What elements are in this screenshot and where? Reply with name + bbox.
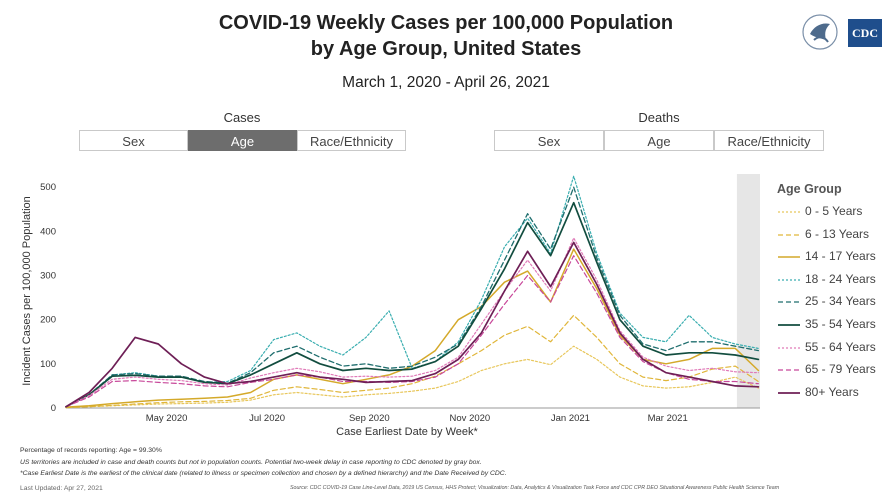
legend-label: 35 - 54 Years xyxy=(805,317,876,331)
legend-swatch-icon xyxy=(778,391,800,394)
date-range: March 1, 2020 - April 26, 2021 xyxy=(342,74,550,91)
legend-swatch-icon xyxy=(778,301,800,304)
y-tick-label: 0 xyxy=(51,403,56,414)
y-tick-label: 500 xyxy=(40,182,56,193)
legend-swatch-icon xyxy=(778,256,800,258)
legend: Age Group 0 - 5 Years 6 - 13 Years 14 - 17… xyxy=(777,182,889,412)
series-line-4 xyxy=(65,175,760,408)
deaths-sex-button[interactable]: Sex xyxy=(494,130,604,151)
cases-group-label: Cases xyxy=(223,110,261,125)
deaths-age-button[interactable]: Age xyxy=(604,130,714,151)
y-axis-title: Incident Cases per 100,000 Population xyxy=(21,196,33,386)
series-line-5 xyxy=(65,186,760,408)
cases-age-button[interactable]: Age xyxy=(188,130,297,151)
x-axis-title: Case Earliest Date by Week* xyxy=(336,426,478,438)
page-title-line2: by Age Group, United States xyxy=(310,38,582,60)
last-updated: Last Updated: Apr 27, 2021 xyxy=(20,485,103,492)
cases-by-age-chart: 0 100 200 300 400 500 May 2020 Jul 2020 Sep 2020… xyxy=(21,174,760,438)
y-tick-label: 300 xyxy=(40,271,56,282)
footnote-reporting: Percentage of records reporting: Age = 9… xyxy=(20,447,162,454)
y-tick-label: 100 xyxy=(40,359,56,370)
deaths-race-ethnicity-button[interactable]: Race/Ethnicity xyxy=(714,130,824,151)
legend-label: 65 - 79 Years xyxy=(805,362,876,377)
legend-swatch-icon xyxy=(778,279,800,281)
series-line-9 xyxy=(65,241,760,408)
legend-label: 0 - 5 Years xyxy=(805,204,863,218)
footnote-earliest-date: *Case Earliest Date is the earliest of t… xyxy=(20,470,507,477)
legend-swatch-icon xyxy=(778,346,800,349)
page-title: COVID-19 Weekly Cases per 100,000 Popula… xyxy=(218,12,674,34)
legend-swatch-icon xyxy=(778,324,800,326)
cdc-logo: CDC xyxy=(848,19,882,47)
y-tick-label: 400 xyxy=(40,226,56,237)
hhs-eagle-icon xyxy=(802,14,838,50)
x-tick-label: Nov 2020 xyxy=(450,413,491,424)
series-line-7 xyxy=(65,237,760,408)
series-line-8 xyxy=(65,255,760,408)
y-tick-label: 200 xyxy=(40,315,56,326)
x-tick-label: Jul 2020 xyxy=(249,413,285,424)
legend-label: 55 - 64 Years xyxy=(805,339,876,354)
deaths-group-label: Deaths xyxy=(638,110,680,125)
series-line-6 xyxy=(65,201,760,408)
x-tick-label: Jan 2021 xyxy=(551,413,590,424)
x-tick-label: Mar 2021 xyxy=(648,413,688,424)
legend-label: 6 - 13 Years xyxy=(805,226,870,241)
hhs-logo xyxy=(800,12,840,52)
series-line-2 xyxy=(65,314,760,409)
legend-swatch-icon xyxy=(778,233,800,236)
legend-label: 14 - 17 Years xyxy=(805,249,876,264)
legend-label: 25 - 34 Years xyxy=(805,294,876,309)
x-tick-label: May 2020 xyxy=(146,413,188,424)
legend-label: 80+ Years xyxy=(805,384,859,399)
footnote-territories: US territories are included in case and … xyxy=(20,459,482,466)
x-tick-label: Sep 2020 xyxy=(349,413,390,424)
series-line-1 xyxy=(65,345,760,409)
legend-title: Age Group xyxy=(777,182,842,196)
legend-swatch-icon xyxy=(778,211,800,213)
legend-swatch-icon xyxy=(778,369,800,371)
source-note: Source: CDC COVID-19 Case Line-Level Dat… xyxy=(290,485,780,491)
legend-label: 18 - 24 Years xyxy=(805,271,876,286)
cases-race-ethnicity-button[interactable]: Race/Ethnicity xyxy=(297,130,406,151)
cases-sex-button[interactable]: Sex xyxy=(79,130,188,151)
